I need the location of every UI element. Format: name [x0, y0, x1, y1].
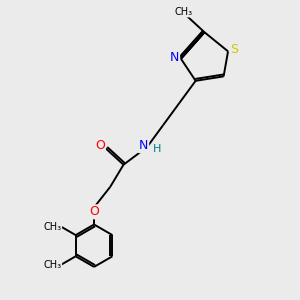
Text: S: S [230, 44, 238, 56]
Text: O: O [89, 205, 99, 218]
Text: CH₃: CH₃ [175, 7, 193, 16]
Text: H: H [153, 143, 161, 154]
Text: CH₃: CH₃ [43, 260, 61, 270]
Text: CH₃: CH₃ [43, 222, 61, 232]
Text: N: N [139, 139, 148, 152]
Text: O: O [95, 139, 105, 152]
Text: N: N [170, 51, 179, 64]
